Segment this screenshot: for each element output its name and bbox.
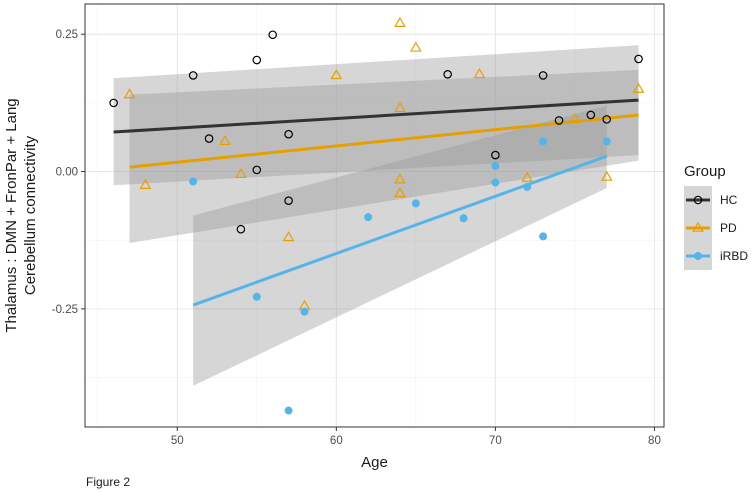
x-tick-label: 60 — [330, 435, 343, 447]
data-point-irbd — [523, 182, 532, 191]
data-point-pd — [521, 171, 534, 182]
plot-panel-border — [84, 3, 665, 428]
data-point-irbd — [189, 177, 198, 186]
data-point-irbd — [300, 307, 309, 316]
data-point-pd — [409, 41, 422, 52]
data-point-pd — [394, 173, 406, 184]
data-point-pd — [219, 134, 231, 146]
y-tick-label: -0.25 — [52, 304, 78, 316]
data-point-hc — [284, 196, 293, 205]
data-point-pd — [330, 69, 343, 80]
data-point-hc — [284, 129, 293, 139]
y-tick-label: 0.25 — [56, 29, 78, 41]
legend-key-marker — [693, 195, 703, 205]
confidence-bands — [113, 45, 639, 386]
data-point-irbd — [539, 232, 548, 241]
legend-title: Group — [684, 163, 726, 180]
data-point-irbd — [539, 137, 548, 146]
fit-line-irbd — [192, 154, 608, 307]
legend-key-marker — [692, 221, 704, 232]
legend-item-pd: PD — [684, 214, 737, 242]
data-point-irbd — [364, 213, 373, 222]
data-point-hc — [538, 71, 548, 80]
y-tick-label: 0.00 — [56, 167, 78, 179]
data-point-hc — [443, 70, 452, 79]
fit-line-hc — [113, 98, 639, 134]
x-tick-label: 50 — [171, 435, 184, 447]
data-point-hc — [602, 115, 612, 124]
legend-label: HC — [720, 193, 738, 207]
legend-label: PD — [720, 221, 737, 235]
legend-label: iRBD — [720, 249, 748, 263]
y-axis-title-line-2: Cerebellum connectivity — [22, 135, 39, 295]
data-point-hc — [188, 71, 198, 80]
x-tick-label: 70 — [489, 435, 502, 447]
data-point-pd — [235, 167, 247, 179]
legend: Group HC PD iRBD — [684, 163, 748, 270]
data-point-pd — [282, 231, 295, 242]
x-axis-title: Age — [361, 454, 388, 471]
data-point-irbd — [284, 406, 293, 415]
data-point-hc — [491, 150, 500, 160]
data-point-hc — [554, 116, 564, 125]
figure-caption: Figure 2 — [86, 475, 130, 489]
data-point-hc — [252, 165, 262, 175]
data-point-pd — [600, 170, 613, 181]
fit-lines — [113, 98, 639, 307]
data-point-pd — [473, 67, 486, 79]
data-point-hc — [236, 224, 246, 234]
ci-band-pd — [129, 69, 639, 243]
y-axis-title-line-1: Thalamus : DMN + FronPar + Lang — [3, 98, 20, 332]
axes: 50 60 70 80 0.25 0.00 -0.25 — [52, 3, 665, 447]
fit-line-pd — [129, 113, 639, 169]
legend-item-irbd: iRBD — [684, 242, 748, 270]
data-point-hc — [109, 98, 118, 108]
data-point-irbd — [252, 292, 261, 301]
data-point-pd — [123, 88, 136, 99]
data-point-pd — [394, 16, 406, 27]
data-point-pd — [394, 101, 406, 113]
data-point-pd — [394, 187, 406, 198]
data-point-irbd — [491, 178, 500, 187]
data-points — [109, 16, 645, 415]
legend-item-hc: HC — [684, 186, 738, 214]
data-point-hc — [204, 134, 214, 143]
data-point-pd — [632, 82, 645, 93]
data-point-pd — [139, 178, 152, 190]
legend-key-marker — [694, 252, 702, 260]
data-point-hc — [252, 55, 262, 65]
data-point-hc — [586, 110, 596, 120]
data-point-hc — [634, 54, 643, 64]
data-point-pd — [569, 112, 581, 124]
data-point-irbd — [459, 214, 468, 223]
data-point-hc — [268, 30, 277, 40]
ci-band-irbd — [193, 105, 607, 386]
data-point-irbd — [411, 199, 420, 208]
data-point-irbd — [491, 162, 500, 171]
data-point-irbd — [602, 137, 611, 146]
x-tick-label: 80 — [648, 435, 661, 447]
